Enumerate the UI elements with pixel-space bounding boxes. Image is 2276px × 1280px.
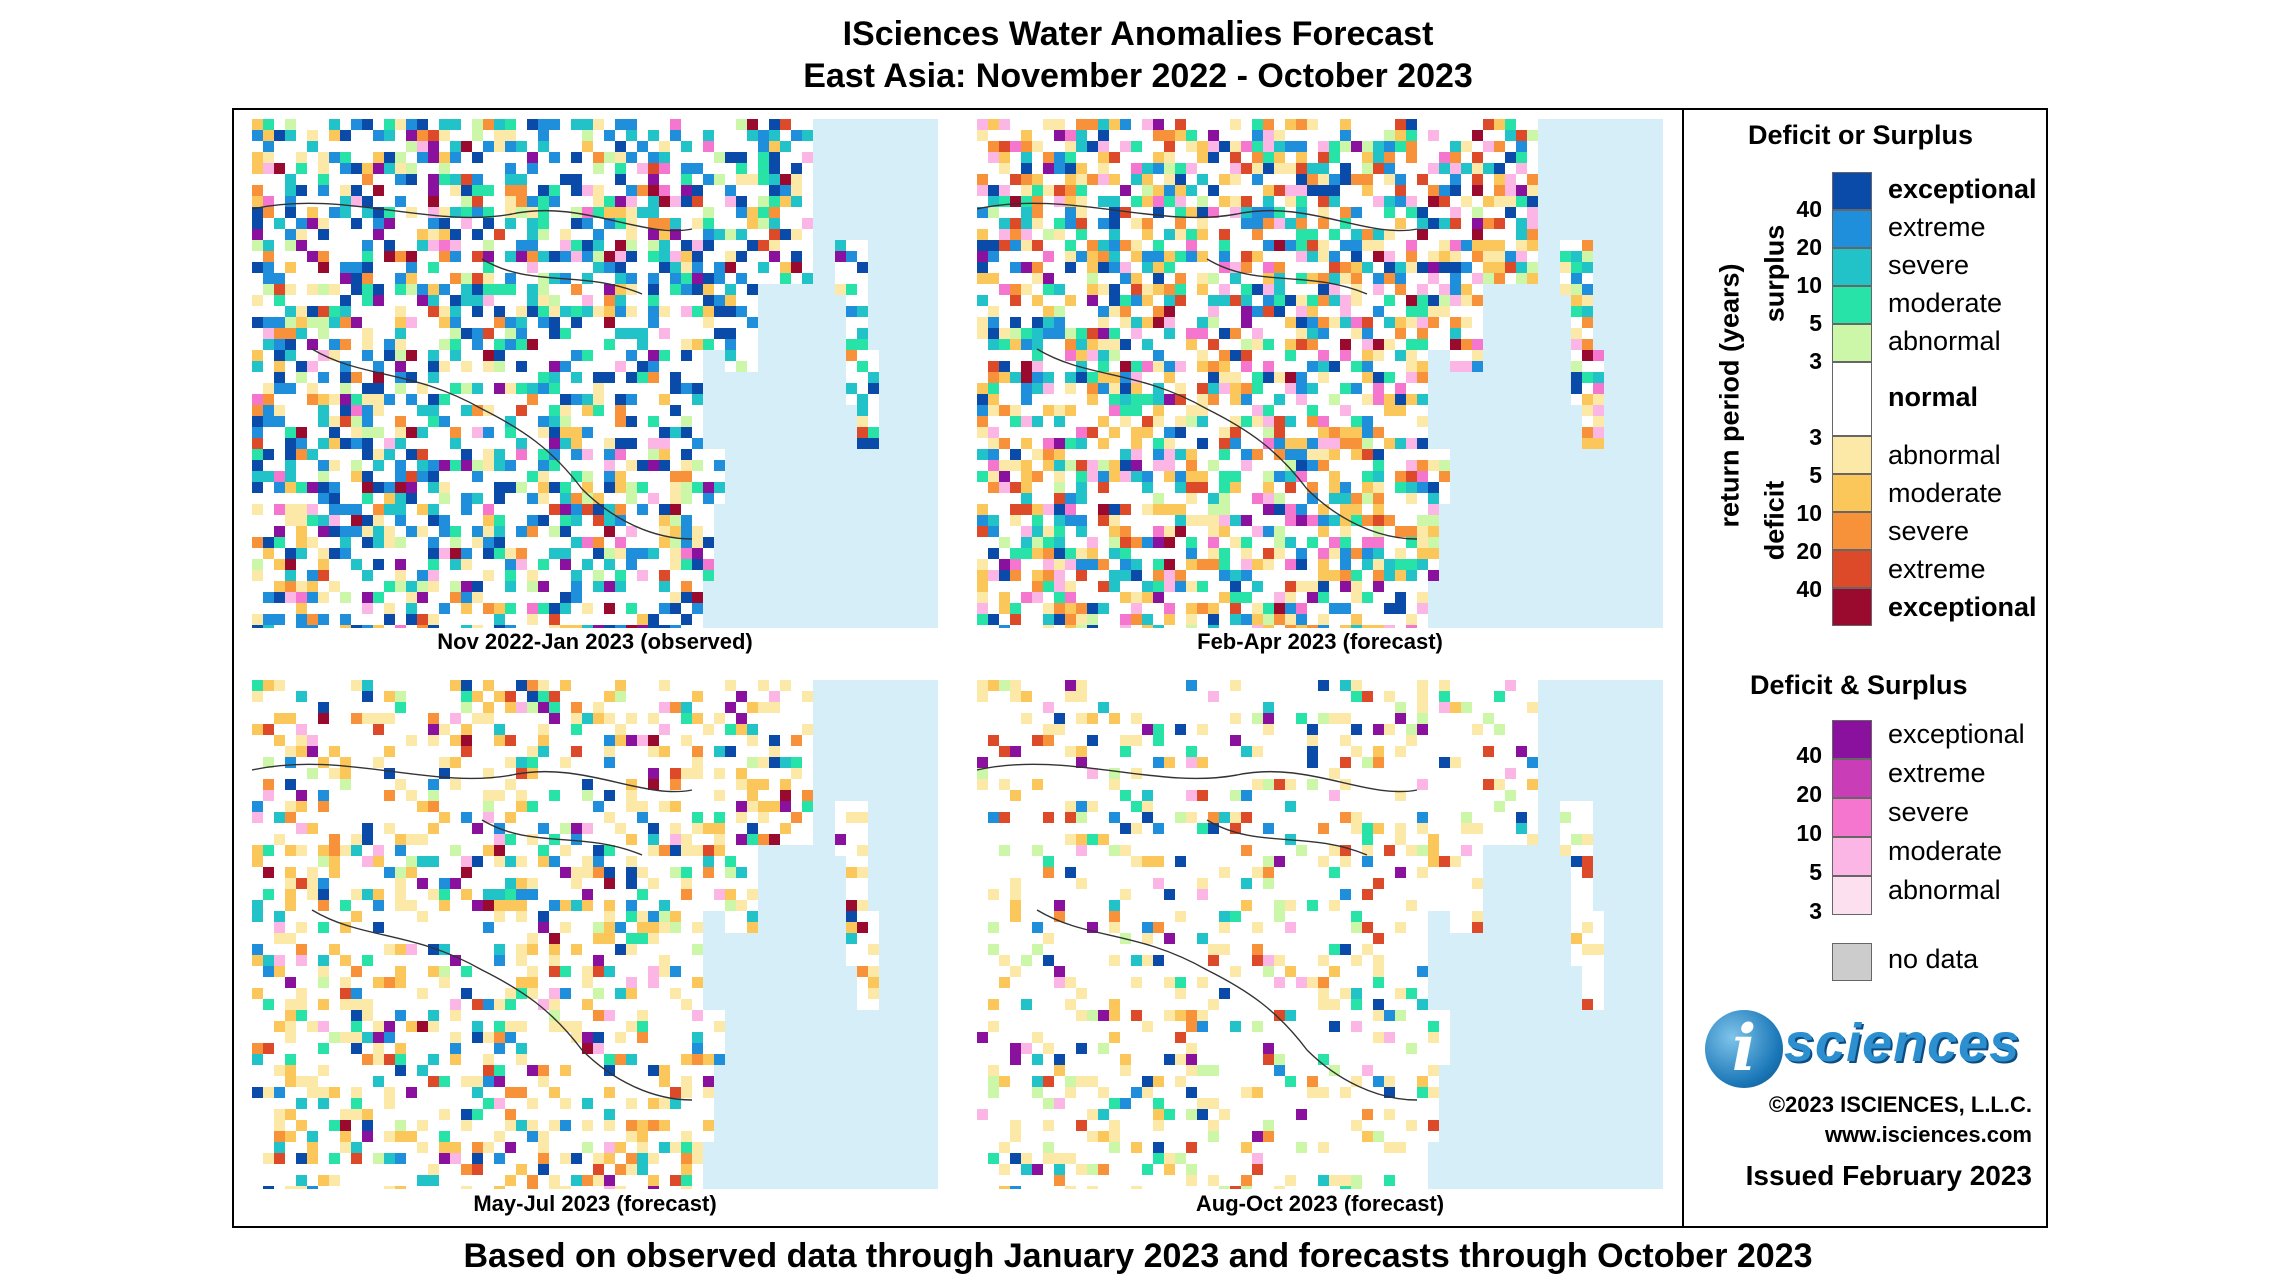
legend-label: abnormal bbox=[1888, 440, 2001, 470]
legend-label: abnormal bbox=[1888, 875, 2001, 905]
issued-date: Issued February 2023 bbox=[1745, 1160, 2032, 1191]
legend-number: 40 bbox=[1796, 576, 1822, 602]
legend-label: moderate bbox=[1888, 478, 2003, 508]
map-panel-aug-oct bbox=[977, 680, 1663, 1189]
legend-swatch-surplus-moderate bbox=[1832, 286, 1872, 324]
legend-swatch-both-exceptional bbox=[1832, 720, 1872, 759]
anomaly-map-2 bbox=[977, 119, 1663, 628]
map-title-line1: ISciences Water Anomalies Forecast bbox=[842, 15, 1434, 53]
legend-swatch-no-data bbox=[1832, 943, 1872, 981]
legend-swatch-surplus-abnormal bbox=[1832, 324, 1872, 362]
legend-number: 40 bbox=[1796, 742, 1822, 768]
legend-label: severe bbox=[1888, 250, 1970, 280]
map-caption: Feb-Apr 2023 (forecast) bbox=[1197, 629, 1443, 654]
footer-note: Based on observed data through January 2… bbox=[463, 1237, 1813, 1275]
legend-swatch-deficit-severe bbox=[1832, 512, 1872, 550]
legend-label: exceptional bbox=[1888, 174, 2037, 204]
legend-number: 5 bbox=[1809, 462, 1822, 488]
legend-swatch-normal bbox=[1832, 362, 1872, 436]
legend-label: extreme bbox=[1888, 554, 1986, 584]
legend-label-normal: normal bbox=[1888, 382, 1979, 412]
map-caption: Nov 2022-Jan 2023 (observed) bbox=[437, 629, 753, 654]
map-panel-feb-apr bbox=[977, 119, 1663, 628]
legend-axis-label: return period (years) bbox=[1714, 263, 1745, 528]
legend-swatch-surplus-severe bbox=[1832, 248, 1872, 286]
legend-swatch-both-extreme bbox=[1832, 759, 1872, 798]
legend-swatch-both-moderate bbox=[1832, 837, 1872, 876]
legend-swatch-deficit-exceptional bbox=[1832, 588, 1872, 626]
website-text: www.isciences.com bbox=[1824, 1122, 2032, 1147]
figure-frame bbox=[232, 108, 2048, 1228]
map-panel-nov-jan bbox=[252, 119, 938, 628]
legend-number: 3 bbox=[1809, 424, 1822, 450]
legend-label: extreme bbox=[1888, 758, 1986, 788]
map-panel-may-jul bbox=[252, 680, 938, 1189]
legend-label: moderate bbox=[1888, 288, 2003, 318]
legend-title-deficit-or-surplus: Deficit or Surplus bbox=[1748, 120, 1974, 150]
legend-swatch-deficit-extreme bbox=[1832, 550, 1872, 588]
legend-swatch-deficit-abnormal bbox=[1832, 436, 1872, 474]
legend-number: 20 bbox=[1796, 781, 1822, 807]
legend-title-deficit-and-surplus: Deficit & Surplus bbox=[1750, 670, 1968, 700]
map-title-line2: East Asia: November 2022 - October 2023 bbox=[803, 57, 1473, 95]
legend-swatch-both-severe bbox=[1832, 798, 1872, 837]
legend-label: severe bbox=[1888, 516, 1970, 546]
legend-swatch-both-abnormal bbox=[1832, 876, 1872, 915]
anomaly-map-1 bbox=[252, 119, 938, 628]
legend-label: exceptional bbox=[1888, 592, 2037, 622]
copyright-text: ©2023 ISCIENCES, L.L.C. bbox=[1768, 1092, 2032, 1117]
map-caption: May-Jul 2023 (forecast) bbox=[473, 1191, 717, 1216]
map-caption: Aug-Oct 2023 (forecast) bbox=[1195, 1191, 1445, 1216]
legend-label: abnormal bbox=[1888, 326, 2001, 356]
legend-swatch-surplus-exceptional bbox=[1832, 172, 1872, 210]
legend-swatch-surplus-extreme bbox=[1832, 210, 1872, 248]
legend-number: 40 bbox=[1796, 196, 1822, 222]
legend-divider bbox=[1682, 108, 1684, 1228]
legend-number: 10 bbox=[1796, 272, 1822, 298]
legend-number: 20 bbox=[1796, 538, 1822, 564]
legend-number: 5 bbox=[1809, 310, 1822, 336]
legend-number: 5 bbox=[1809, 859, 1822, 885]
legend-label: severe bbox=[1888, 797, 1970, 827]
legend-number: 3 bbox=[1809, 348, 1822, 374]
legend-number: 10 bbox=[1796, 820, 1822, 846]
legend-label: extreme bbox=[1888, 212, 1986, 242]
legend-label: moderate bbox=[1888, 836, 2003, 866]
anomaly-map-3 bbox=[252, 680, 938, 1189]
legend-label: exceptional bbox=[1888, 719, 2025, 749]
legend-swatch-deficit-moderate bbox=[1832, 474, 1872, 512]
isciences-logo-icon: i bbox=[1705, 1010, 1783, 1088]
legend-label-no-data: no data bbox=[1888, 944, 1979, 974]
legend-number: 10 bbox=[1796, 500, 1822, 526]
isciences-logo-wordmark: sciences bbox=[1784, 1013, 2021, 1073]
legend-number: 3 bbox=[1809, 898, 1822, 924]
anomaly-map-4 bbox=[977, 680, 1663, 1189]
legend-number: 20 bbox=[1796, 234, 1822, 260]
